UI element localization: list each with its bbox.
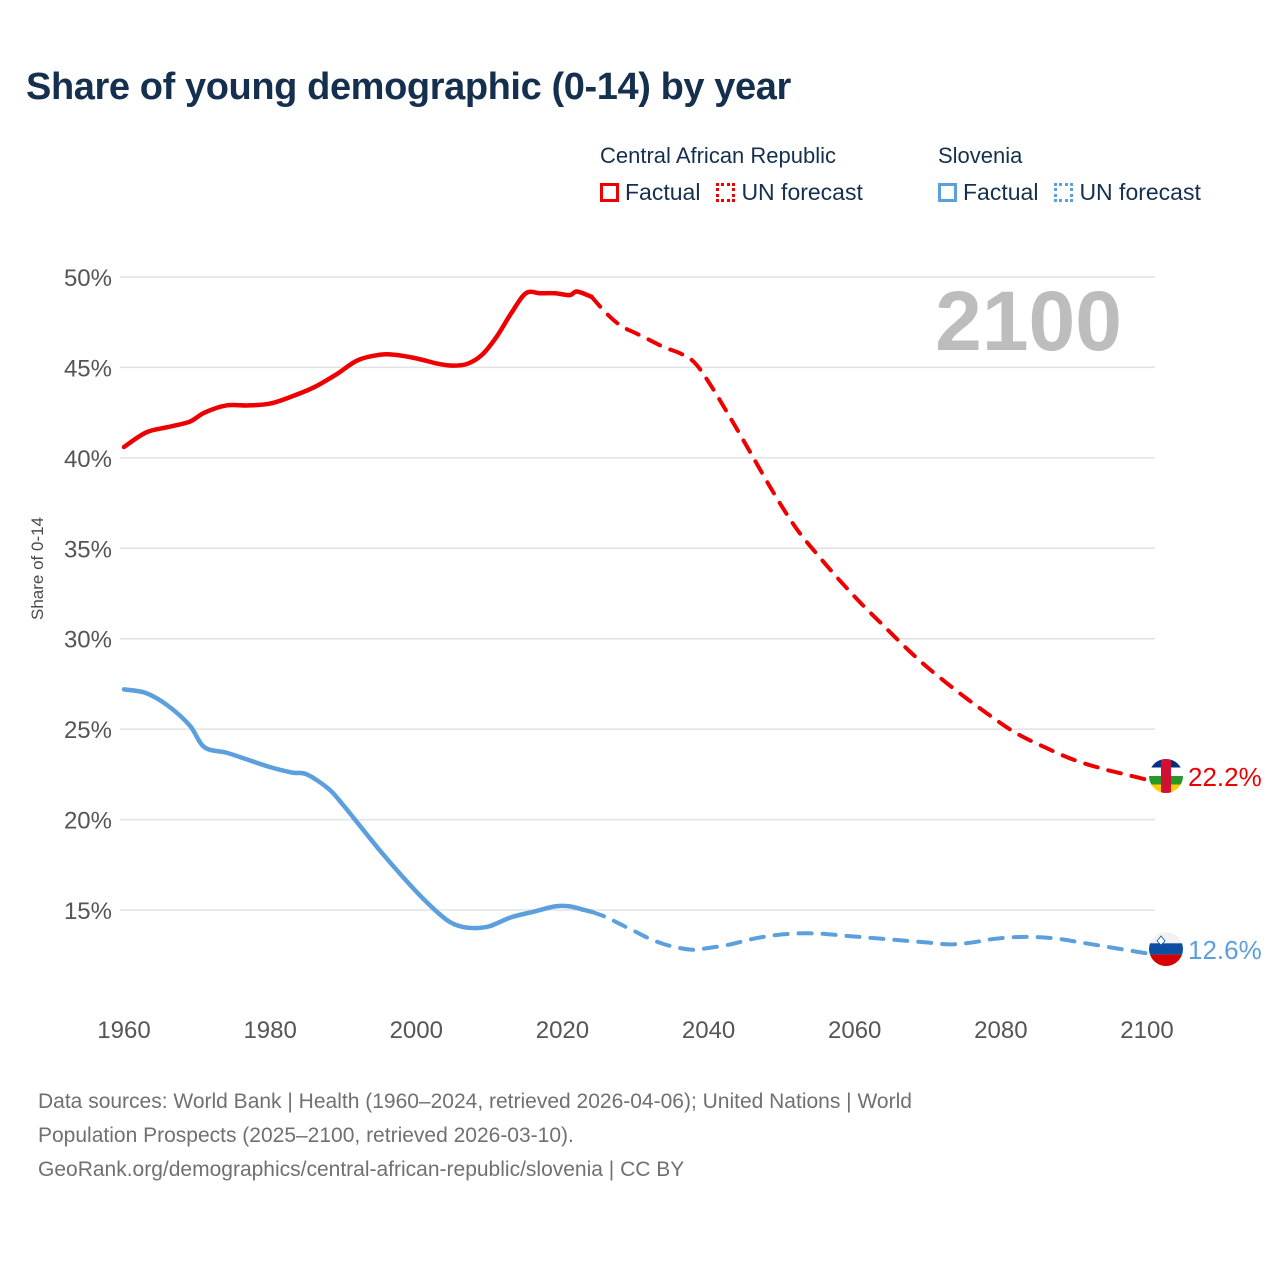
series-line-forecast bbox=[589, 294, 1149, 782]
legend-group-central-african-republic: Central African Republic Factual UN fore… bbox=[600, 143, 863, 206]
x-tick-label: 2040 bbox=[682, 1017, 735, 1044]
y-axis-ticks: 15% 20% 25% 30% 35% 40% 45% 50% bbox=[64, 265, 112, 925]
series-line-forecast bbox=[589, 909, 1149, 956]
footer-line-1: Data sources: World Bank | Health (1960–… bbox=[38, 1090, 912, 1113]
y-tick-label: 25% bbox=[64, 717, 112, 744]
y-tick-label: 15% bbox=[64, 898, 112, 925]
chart-footer: Data sources: World Bank | Health (1960–… bbox=[38, 1085, 1218, 1187]
legend-swatch-dotted-icon bbox=[716, 183, 736, 202]
y-tick-label: 20% bbox=[64, 808, 112, 835]
y-tick-label: 35% bbox=[64, 536, 112, 563]
x-axis-ticks: 1960 1980 2000 2020 2040 2060 2080 2100 bbox=[97, 1017, 1173, 1044]
series-line-factual bbox=[121, 687, 594, 931]
slovenia-end-value: 12.6% bbox=[1188, 935, 1262, 965]
legend-item-car-factual[interactable]: Factual bbox=[600, 179, 700, 206]
data-series-layer bbox=[121, 289, 1149, 956]
car-end-value: 22.2% bbox=[1188, 762, 1262, 792]
x-tick-label: 2100 bbox=[1120, 1017, 1173, 1044]
y-tick-label: 50% bbox=[64, 265, 112, 292]
legend-group-slovenia: Slovenia Factual UN forecast bbox=[938, 143, 1201, 206]
legend-item-svn-forecast[interactable]: UN forecast bbox=[1054, 179, 1201, 206]
chart-plot-area: Share of 0-14 15% 20% 25% 30% 35% 40% 45% 50% 1… bbox=[28, 265, 1262, 1044]
legend-item-label: Factual bbox=[625, 179, 701, 205]
legend-swatch-solid-icon bbox=[938, 183, 957, 202]
x-tick-label: 1960 bbox=[97, 1017, 150, 1044]
year-watermark: 2100 bbox=[935, 274, 1122, 368]
gridlines bbox=[120, 276, 1155, 911]
legend-item-label: UN forecast bbox=[741, 179, 863, 205]
legend-swatch-dotted-icon bbox=[1054, 183, 1074, 202]
line-chart-svg: 15% 20% 25% 30% 35% 40% 45% 50% 1960 1980 2000 202… bbox=[64, 265, 1262, 1044]
y-tick-label: 40% bbox=[64, 446, 112, 473]
legend-item-svn-factual[interactable]: Factual bbox=[938, 179, 1038, 206]
x-tick-label: 2080 bbox=[974, 1017, 1027, 1044]
x-tick-label: 1980 bbox=[243, 1017, 296, 1044]
y-axis-label: Share of 0-14 bbox=[28, 516, 47, 620]
legend-item-label: Factual bbox=[963, 179, 1039, 205]
x-tick-label: 2060 bbox=[828, 1017, 881, 1044]
y-tick-label: 45% bbox=[64, 355, 112, 382]
x-tick-label: 2020 bbox=[536, 1017, 589, 1044]
series-line-factual bbox=[121, 289, 594, 450]
legend-item-car-forecast[interactable]: UN forecast bbox=[716, 179, 863, 206]
central-african-republic-flag-icon bbox=[1149, 759, 1183, 793]
legend-country-name: Slovenia bbox=[938, 143, 1023, 168]
legend-swatch-solid-icon bbox=[600, 183, 619, 202]
footer-line-3[interactable]: GeoRank.org/demographics/central-african… bbox=[38, 1158, 685, 1181]
legend-item-label: UN forecast bbox=[1079, 179, 1201, 205]
chart-legend: Central African Republic Factual UN fore… bbox=[600, 143, 1260, 223]
x-tick-label: 2000 bbox=[390, 1017, 443, 1044]
legend-country-name: Central African Republic bbox=[600, 143, 837, 168]
footer-line-2: Population Prospects (2025–2100, retriev… bbox=[38, 1124, 574, 1147]
page-title: Share of young demographic (0-14) by yea… bbox=[26, 66, 791, 108]
slovenia-flag-icon bbox=[1149, 932, 1183, 966]
y-tick-label: 30% bbox=[64, 627, 112, 654]
